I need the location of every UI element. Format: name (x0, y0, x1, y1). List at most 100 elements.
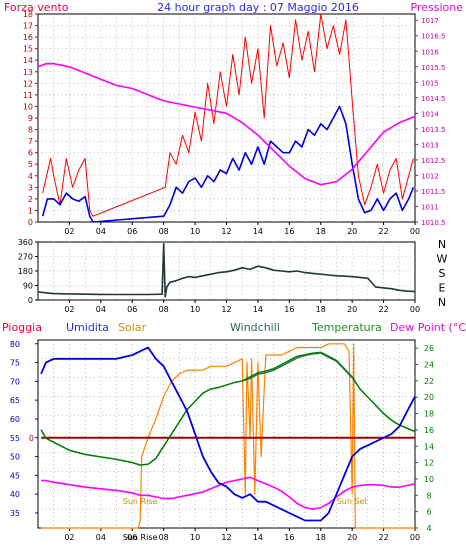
weather-x-tick-label: 06 (127, 533, 137, 542)
direction-x-tick-label: 08 (159, 305, 169, 314)
humidity-y-tick-label: 35 (10, 509, 20, 518)
direction-y-tick-label: 270 (18, 253, 33, 262)
temperature-y-tick-label: 6 (426, 508, 431, 517)
temperature-y-tick-label: 4 (426, 524, 431, 533)
compass-label-s: S (439, 267, 446, 280)
pressure-y-tick-label: 1014.5 (421, 95, 446, 103)
rain-zero-label: 0 (29, 434, 34, 443)
humidity-y-tick-label: 80 (10, 340, 20, 349)
wind-direction-series (37, 242, 416, 298)
wind-y-tick-label: 5 (28, 160, 33, 169)
wind-y-tick-label: 15 (23, 45, 33, 54)
wind-x-tick-label: 22 (378, 227, 388, 236)
weather-x-tick-label: 10 (190, 533, 200, 542)
wind-y-tick-label: 9 (28, 114, 33, 123)
humidity-y-tick-label: 55 (10, 434, 20, 443)
wind-y-tick-label: 17 (23, 22, 33, 31)
legend-solar: Solar (118, 321, 147, 334)
pressure-y-tick-label: 1011 (421, 203, 439, 211)
wind-y-tick-label: 16 (23, 33, 33, 42)
wind-y-tick-label: 3 (28, 183, 33, 192)
direction-x-tick-label: 12 (221, 305, 231, 314)
temperature-y-tick-label: 14 (424, 442, 434, 451)
legend-dew-point-c: Dew Point (°C) (390, 321, 466, 334)
wind-y-tick-label: 7 (28, 137, 33, 146)
weather-x-tick-label: 00 (410, 533, 420, 542)
pressure-y-tick-label: 1011.5 (421, 188, 446, 196)
direction-x-tick-label: 18 (316, 305, 326, 314)
pressure-y-tick-label: 1010.5 (421, 219, 446, 227)
humidity-y-tick-label: 65 (10, 396, 20, 405)
wind-x-tick-label: 14 (253, 227, 263, 236)
sunrise-axis-label: Sun Rise (123, 533, 158, 542)
wind-x-tick-label: 20 (347, 227, 357, 236)
wind-y-tick-label: 0 (28, 218, 33, 227)
weather-x-tick-label: 20 (347, 533, 357, 542)
direction-y-tick-label: 360 (18, 238, 33, 247)
header-left-label: Forza vento (4, 1, 69, 14)
wind-x-tick-label: 18 (316, 227, 326, 236)
wind-x-tick-label: 06 (127, 227, 137, 236)
weather-x-tick-label: 02 (64, 533, 74, 542)
temperature-y-tick-label: 18 (424, 410, 434, 419)
temperature-y-tick-label: 22 (424, 377, 434, 386)
pressure-y-tick-label: 1015 (421, 79, 439, 87)
humidity-y-tick-label: 40 (10, 490, 20, 499)
wind-y-tick-label: 12 (23, 79, 33, 88)
wind-y-tick-label: 8 (28, 126, 33, 135)
humidity-y-tick-label: 60 (10, 415, 20, 424)
temperature-y-tick-label: 12 (424, 459, 434, 468)
pressure-y-tick-label: 1014 (421, 110, 439, 118)
wind-y-tick-label: 18 (23, 10, 33, 19)
wind-x-tick-label: 00 (410, 227, 420, 236)
direction-x-tick-label: 00 (410, 305, 420, 314)
temperature-y-tick-label: 16 (424, 426, 434, 435)
temperature-y-tick-label: 8 (426, 491, 431, 500)
wind-x-tick-label: 08 (159, 227, 169, 236)
compass-label-n: N (438, 238, 446, 251)
direction-x-tick-label: 06 (127, 305, 137, 314)
wind-x-tick-label: 10 (190, 227, 200, 236)
compass-label-w: W (437, 253, 448, 266)
compass-label-n: N (438, 296, 446, 309)
direction-x-tick-label: 10 (190, 305, 200, 314)
header-title: 24 hour graph day : 07 Maggio 2016 (157, 1, 359, 14)
direction-x-tick-label: 14 (253, 305, 263, 314)
direction-y-tick-label: 90 (23, 282, 33, 291)
pressure-y-tick-label: 1012.5 (421, 157, 446, 165)
wind-average-series (41, 105, 415, 223)
direction-x-tick-label: 22 (378, 305, 388, 314)
temperature-y-tick-label: 10 (424, 475, 434, 484)
wind-y-tick-label: 10 (23, 102, 33, 111)
direction-x-tick-label: 16 (284, 305, 294, 314)
wind-x-tick-label: 04 (96, 227, 106, 236)
direction-x-tick-label: 20 (347, 305, 357, 314)
wind-y-tick-label: 4 (28, 172, 33, 181)
weather-x-tick-label: 14 (253, 533, 263, 542)
dew-point-series (41, 476, 416, 510)
compass-label-e: E (439, 282, 446, 295)
temperature-y-tick-label: 24 (424, 361, 434, 370)
direction-y-tick-label: 0 (28, 296, 33, 305)
sunset-label: Sun Set (337, 497, 368, 506)
pressure-y-tick-label: 1013.5 (421, 126, 446, 134)
legend-temperatura: Temperatura (311, 321, 382, 334)
pressure-series (37, 62, 416, 186)
temperature-series (40, 351, 416, 466)
weather-x-tick-label: 16 (284, 533, 294, 542)
weather-x-tick-label: 12 (221, 533, 231, 542)
humidity-y-tick-label: 75 (10, 359, 20, 368)
legend-umidita: Umidita (66, 321, 109, 334)
wind-y-tick-label: 6 (28, 149, 33, 158)
weather-x-tick-label: 08 (159, 533, 169, 542)
pressure-y-tick-label: 1012 (421, 172, 439, 180)
pressure-y-tick-label: 1016 (421, 48, 439, 56)
wind-y-tick-label: 2 (28, 195, 33, 204)
header-right-label: Pressione (411, 1, 464, 14)
humidity-y-tick-label: 45 (10, 471, 20, 480)
wind-y-tick-label: 13 (23, 68, 33, 77)
weather-x-tick-label: 04 (96, 533, 106, 542)
pressure-y-tick-label: 1016.5 (421, 33, 446, 41)
